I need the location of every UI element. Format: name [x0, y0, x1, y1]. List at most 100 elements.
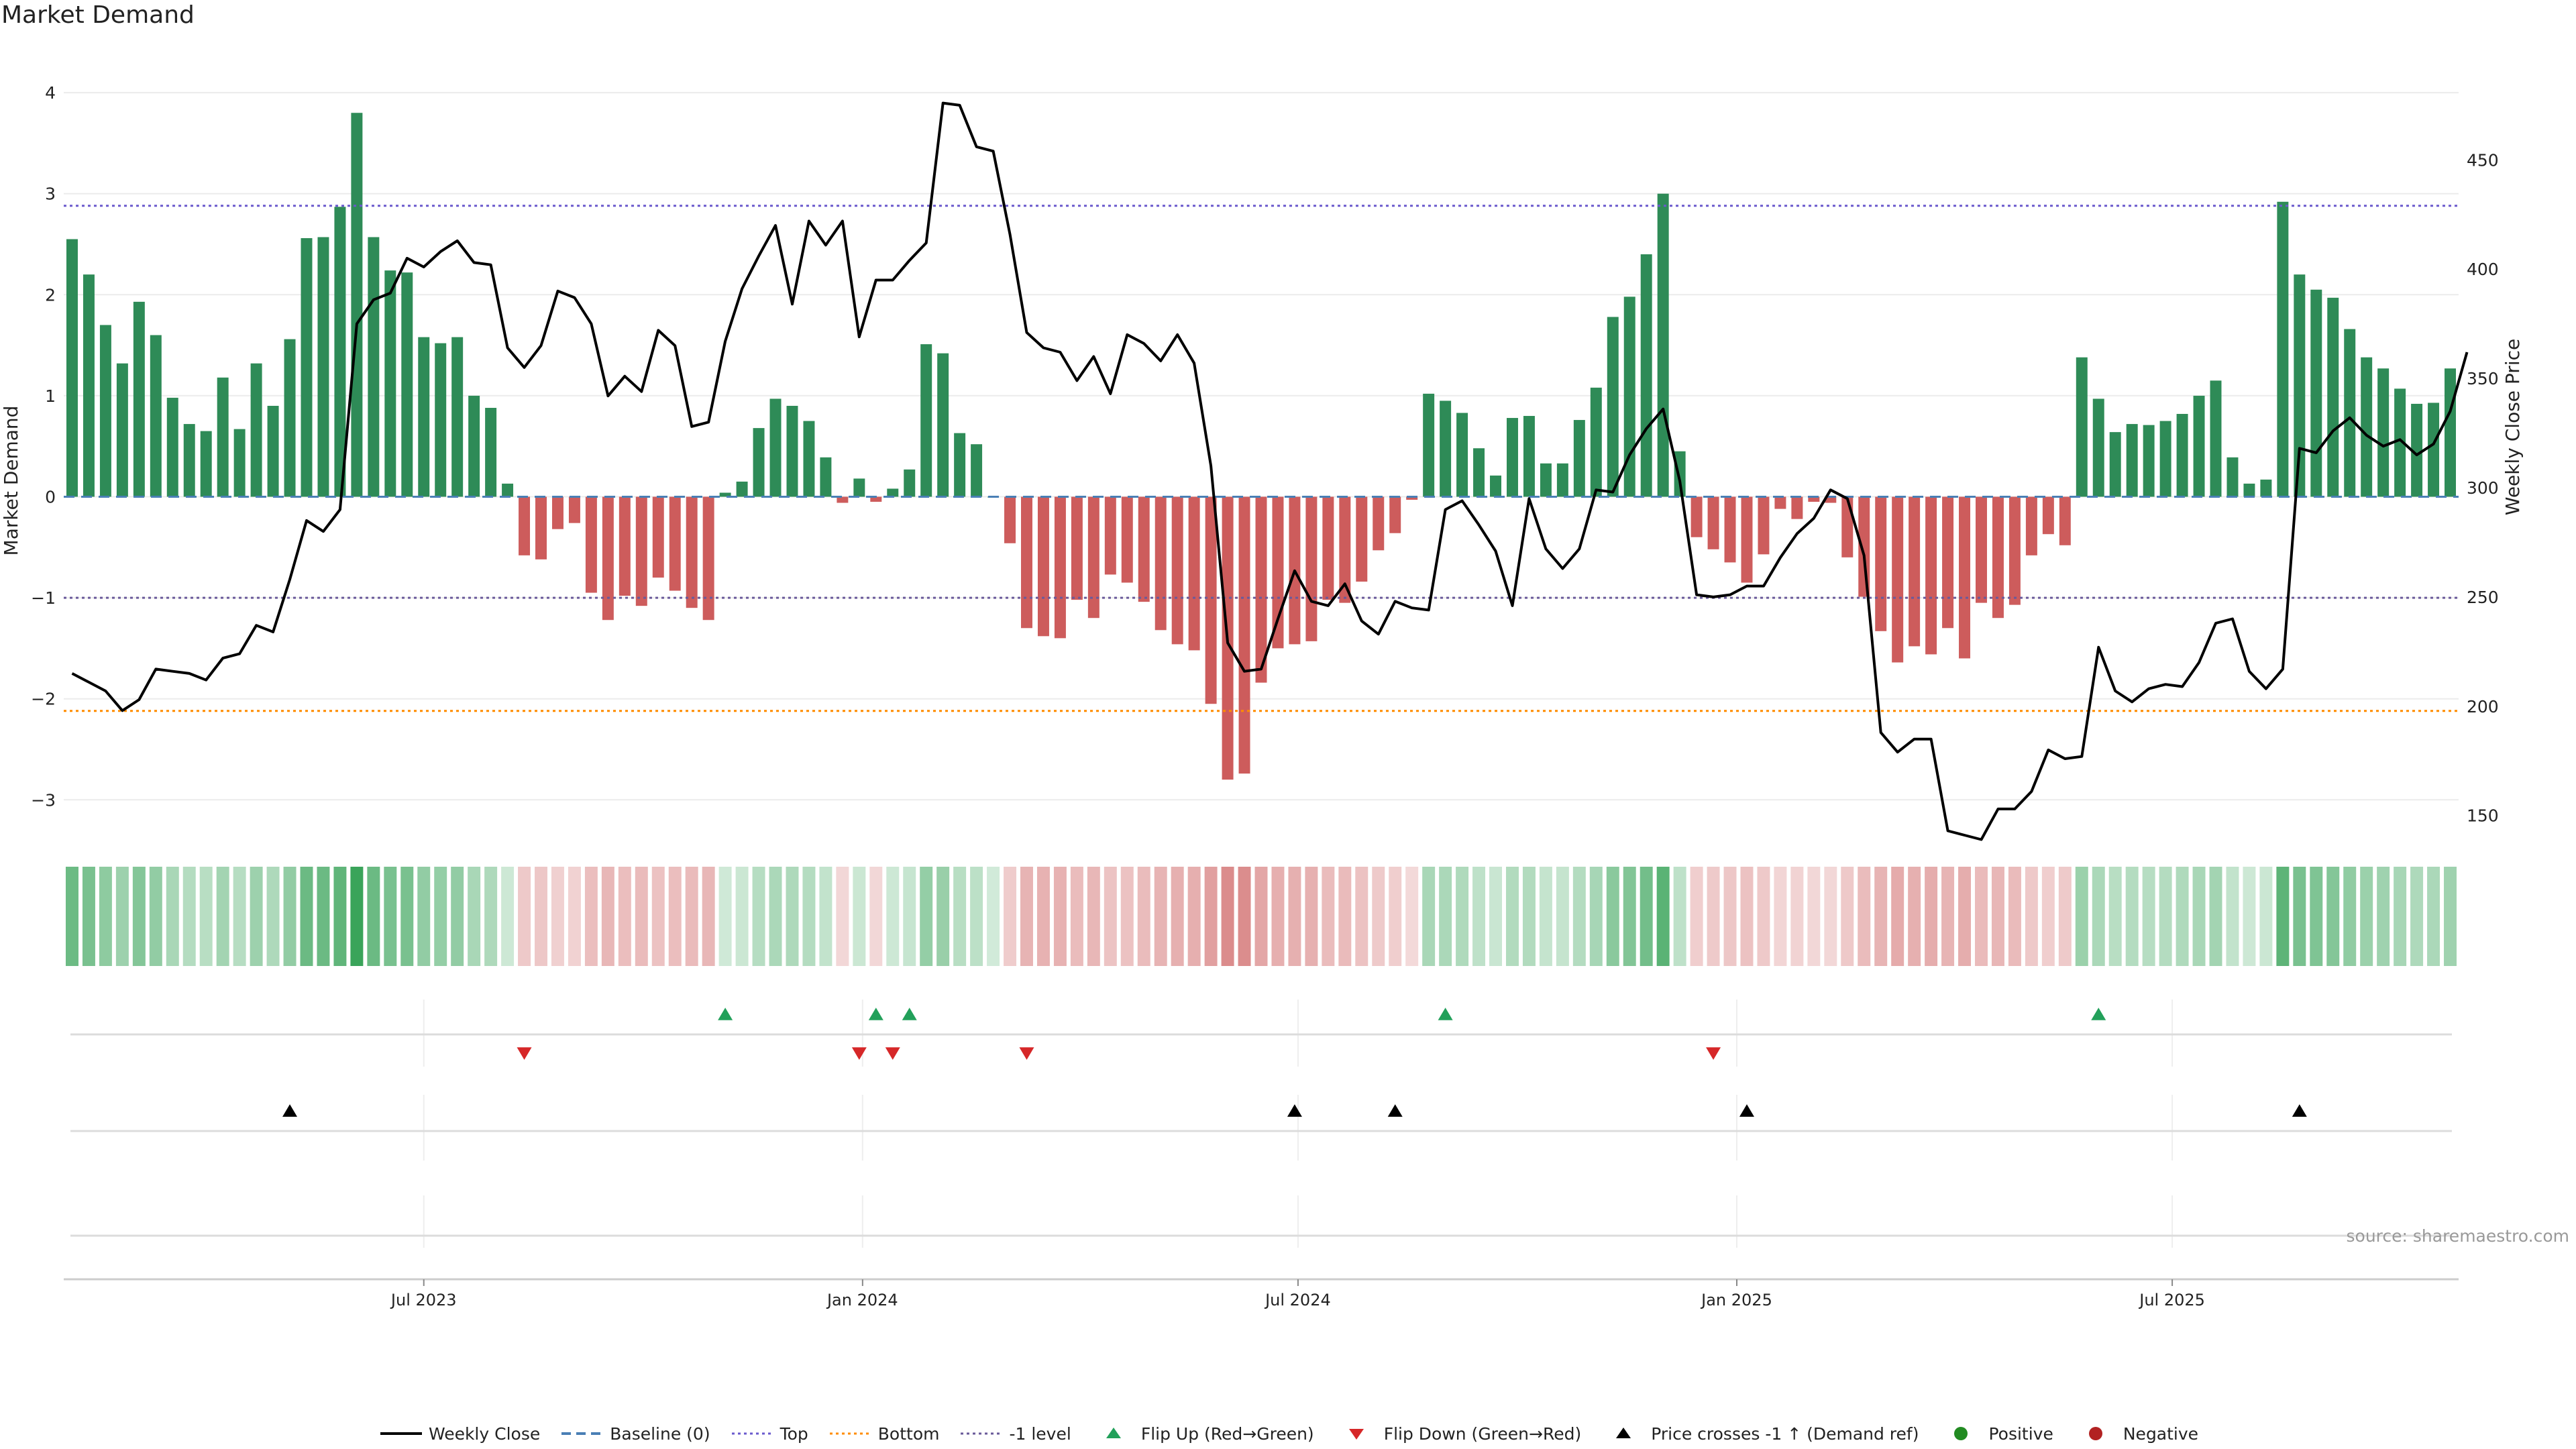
heat-cell — [568, 867, 581, 966]
heat-cell — [468, 867, 481, 966]
heat-cell — [1991, 867, 2004, 966]
heat-cell — [1120, 867, 1134, 966]
y-tick-label: 1 — [45, 386, 56, 406]
price-cross-marker — [1287, 1104, 1302, 1117]
demand-bar — [786, 405, 798, 497]
demand-bar — [2059, 496, 2071, 545]
heat-cell — [1891, 867, 1904, 966]
heat-cell — [2125, 867, 2139, 966]
price-line-group — [64, 101, 2469, 841]
heat-cell — [2243, 867, 2256, 966]
demand-bar — [368, 237, 380, 497]
heat-cell — [451, 867, 464, 966]
demand-bar — [217, 377, 229, 497]
legend-item: -1 level — [958, 1424, 1071, 1444]
legend-item: Positive — [1937, 1424, 2053, 1444]
heat-cell — [1221, 867, 1234, 966]
demand-bar — [870, 496, 882, 502]
demand-bar — [2109, 432, 2121, 497]
demand-bar — [284, 339, 296, 497]
demand-bar — [166, 397, 178, 497]
demand-bar — [568, 496, 580, 523]
demand-bar — [2076, 357, 2088, 497]
flip-down-marker — [851, 1047, 867, 1060]
heat-cell — [1841, 867, 1854, 966]
legend-label: Baseline (0) — [610, 1424, 710, 1444]
heat-cell — [1288, 867, 1301, 966]
heat-cell — [2360, 867, 2373, 966]
legend-triangle — [1348, 1429, 1364, 1440]
heat-cell — [199, 867, 213, 966]
demand-bar — [1272, 496, 1284, 649]
demand-bar — [702, 496, 714, 621]
demand-bar — [1506, 418, 1518, 497]
legend-item: Price crosses -1 ↑ (Demand ref) — [1600, 1424, 1919, 1444]
legend-symbol — [1348, 1429, 1364, 1440]
demand-bar — [1389, 496, 1401, 533]
heat-cell — [417, 867, 431, 966]
heat-cell — [2326, 867, 2340, 966]
legend-symbol — [380, 1432, 422, 1435]
heat-cell — [132, 867, 146, 966]
heat-cell — [2209, 867, 2222, 966]
heat-cell — [836, 867, 849, 966]
demand-bar — [2243, 483, 2255, 497]
heat-cell — [2226, 867, 2239, 966]
demand-bar — [1657, 193, 1669, 497]
demand-bar — [116, 363, 128, 497]
heat-cell — [1020, 867, 1033, 966]
flip-down-marker — [1019, 1047, 1034, 1060]
legend-symbol — [1954, 1427, 1968, 1440]
heat-cell — [233, 867, 246, 966]
demand-bar — [1087, 496, 1099, 619]
heat-cell — [1036, 867, 1050, 966]
demand-bar — [2176, 414, 2188, 497]
legend-label: Flip Up (Red→Green) — [1140, 1424, 1314, 1444]
demand-bar — [2344, 329, 2356, 497]
heat-cell — [250, 867, 263, 966]
heat-cell — [1070, 867, 1083, 966]
demand-bar — [183, 424, 195, 497]
heat-cell — [400, 867, 414, 966]
demand-bar — [904, 469, 916, 497]
heat-cell — [166, 867, 179, 966]
demand-bar — [2294, 274, 2306, 497]
y-tick-label: 0 — [45, 488, 56, 507]
demand-bar — [2377, 368, 2390, 497]
heat-cell — [317, 867, 330, 966]
legend-triangle — [1616, 1428, 1631, 1438]
demand-bar — [2361, 357, 2373, 497]
demand-bar — [2042, 496, 2054, 535]
heat-cell — [2108, 867, 2122, 966]
demand-bar — [1909, 496, 1921, 647]
heat-cell — [786, 867, 799, 966]
heat-cell — [518, 867, 531, 966]
legend-symbol — [1106, 1428, 1121, 1438]
legend-triangle — [1106, 1428, 1121, 1438]
heat-cell — [2142, 867, 2155, 966]
demand-bar — [1741, 496, 1753, 583]
demand-bar — [384, 270, 396, 497]
heat-cell — [1204, 867, 1218, 966]
demand-bar — [401, 272, 413, 497]
demand-bar — [2428, 402, 2440, 497]
legend-label: Bottom — [877, 1424, 940, 1444]
heat-cell — [853, 867, 866, 966]
heat-cell — [1505, 867, 1519, 966]
heat-cell — [718, 867, 732, 966]
heat-cell — [1539, 867, 1552, 966]
demand-bar — [1188, 496, 1200, 651]
demand-bar — [83, 274, 95, 497]
heat-cell — [2041, 867, 2055, 966]
demand-bar — [1255, 496, 1267, 683]
demand-bar — [1925, 496, 1937, 655]
y-tick-label: −2 — [31, 690, 56, 709]
heat-cell — [1556, 867, 1569, 966]
heat-cell — [1254, 867, 1268, 966]
legend-item: Negative — [2072, 1424, 2198, 1444]
demand-bar — [1892, 496, 1904, 663]
legend-dot — [2088, 1427, 2102, 1440]
demand-bar — [652, 496, 664, 578]
heat-cell — [1472, 867, 1486, 966]
legend-symbol — [829, 1432, 871, 1435]
